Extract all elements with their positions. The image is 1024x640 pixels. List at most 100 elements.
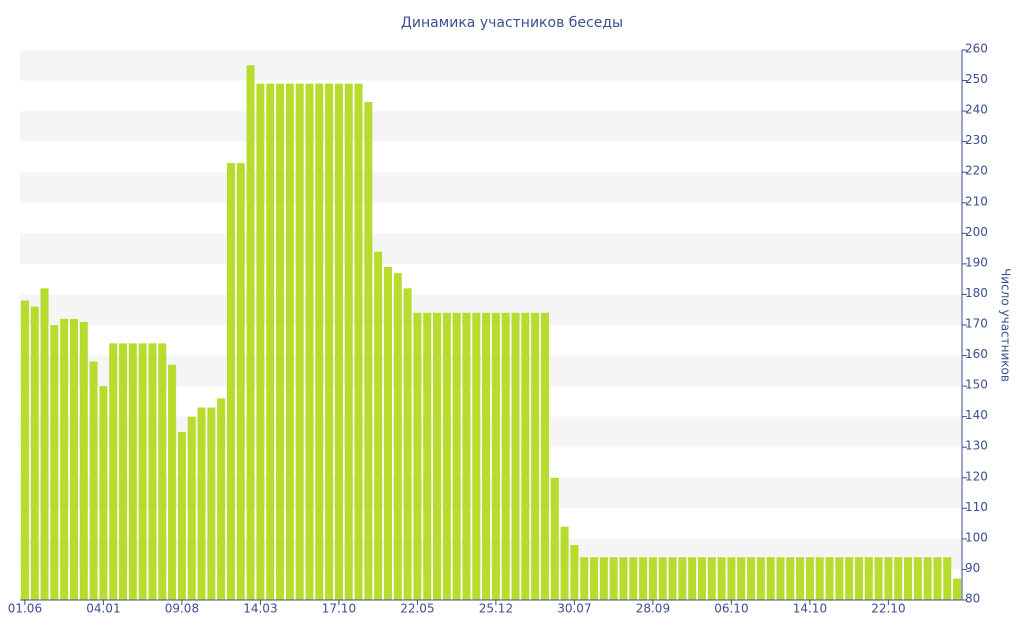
bar — [354, 83, 363, 601]
bar — [207, 407, 216, 600]
x-tick-label: 28.09 — [636, 602, 670, 616]
x-tick-label: 14.10 — [793, 602, 827, 616]
bar — [540, 312, 549, 600]
bar — [766, 557, 775, 600]
grid-band — [20, 50, 962, 81]
y-tick-label: 90 — [965, 561, 980, 575]
bar — [128, 343, 137, 600]
bar — [776, 557, 785, 600]
bar — [109, 343, 118, 600]
bar — [442, 312, 451, 600]
bar — [403, 288, 412, 600]
bar — [482, 312, 491, 600]
x-tick-label: 17.10 — [322, 602, 356, 616]
bar — [580, 557, 589, 600]
bar — [383, 266, 392, 600]
bar — [511, 312, 520, 600]
bar — [609, 557, 618, 600]
y-tick-label: 160 — [965, 347, 988, 361]
y-tick-label: 120 — [965, 469, 988, 483]
bar — [923, 557, 932, 600]
bar — [158, 343, 167, 600]
grid-band — [20, 416, 962, 448]
y-tick-label: 240 — [965, 103, 988, 117]
x-tick-label: 09.08 — [165, 602, 199, 616]
bar — [50, 325, 59, 600]
bar — [658, 557, 667, 600]
bar — [276, 83, 285, 601]
bar — [226, 163, 235, 601]
bar — [805, 557, 814, 600]
y-axis-title: Число участников — [999, 268, 1013, 382]
bar — [953, 578, 962, 600]
bar — [177, 431, 186, 600]
x-tick-label: 14.03 — [243, 602, 277, 616]
x-tick-label: 22.05 — [400, 602, 434, 616]
bar — [433, 312, 442, 600]
bar — [933, 557, 942, 600]
bar — [472, 312, 481, 600]
y-tick-label: 220 — [965, 164, 988, 178]
grid-band — [20, 294, 962, 325]
bar — [501, 312, 510, 600]
bar — [168, 364, 177, 600]
bar — [30, 306, 39, 600]
y-tick-label: 230 — [965, 133, 988, 147]
bar — [148, 343, 157, 600]
bar — [835, 557, 844, 600]
bar — [217, 398, 226, 600]
bar — [747, 557, 756, 600]
bar — [325, 83, 334, 601]
bar — [256, 83, 265, 601]
grid-band — [20, 111, 962, 142]
grid-band — [20, 233, 962, 264]
bar — [756, 557, 765, 600]
chart-title: Динамика участников беседы — [401, 15, 623, 31]
bar — [491, 312, 500, 600]
bar — [393, 273, 402, 600]
y-tick-label: 130 — [965, 439, 988, 453]
bar — [619, 557, 628, 600]
x-tick-label: 30.07 — [557, 602, 591, 616]
x-tick-label: 22.10 — [871, 602, 905, 616]
bar — [334, 83, 343, 601]
bar — [943, 557, 952, 600]
y-tick-label: 250 — [965, 72, 988, 86]
bar — [531, 312, 540, 600]
bar — [825, 557, 834, 600]
bar — [521, 312, 530, 600]
y-tick-label: 200 — [965, 225, 988, 239]
bar — [874, 557, 883, 600]
bar — [60, 318, 69, 600]
bar — [344, 83, 353, 601]
bar — [590, 557, 599, 600]
bar — [864, 557, 873, 600]
x-tick-label: 25.12 — [479, 602, 513, 616]
y-tick-label: 190 — [965, 255, 988, 269]
bar — [119, 343, 128, 600]
bar — [285, 83, 294, 601]
bar — [315, 83, 324, 601]
bar — [40, 288, 49, 600]
bar — [462, 312, 471, 600]
bar — [236, 163, 245, 601]
bar — [796, 557, 805, 600]
bar — [246, 65, 255, 601]
grid-band — [20, 172, 962, 203]
y-tick-label: 180 — [965, 286, 988, 300]
bar — [79, 321, 88, 600]
bar — [904, 557, 913, 600]
bar — [69, 318, 78, 600]
y-tick-label: 110 — [965, 500, 988, 514]
bar — [413, 312, 422, 600]
bar — [266, 83, 275, 601]
bar — [560, 526, 569, 600]
grid-band — [20, 355, 962, 387]
bar — [89, 361, 98, 600]
bar — [187, 416, 196, 600]
bar — [913, 557, 922, 600]
bar — [668, 557, 677, 600]
bar — [629, 557, 638, 600]
grid-band — [20, 538, 962, 570]
